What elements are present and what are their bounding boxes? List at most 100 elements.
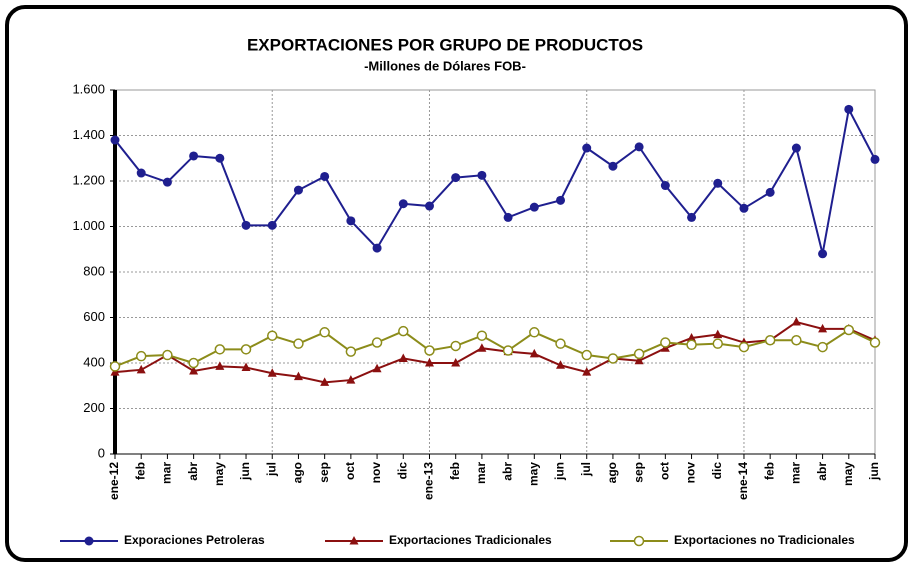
data-point: [345, 346, 357, 357]
x-tick-label: abr: [500, 462, 514, 481]
data-point: [241, 220, 251, 230]
data-point: [240, 344, 252, 355]
x-tick-label: sep: [631, 462, 645, 483]
data-point: [293, 338, 304, 349]
legend-marker: [633, 535, 645, 547]
legend-label: Exportaciones Tradicionales: [389, 533, 552, 547]
data-point: [214, 344, 226, 355]
x-tick-label: nov: [369, 462, 383, 484]
data-point: [320, 171, 330, 181]
data-point: [634, 142, 644, 152]
data-point: [189, 365, 199, 375]
x-tick-label: abr: [815, 462, 829, 481]
data-point: [660, 181, 670, 191]
x-tick-label: jun: [553, 462, 567, 481]
data-point: [136, 364, 146, 374]
data-point: [293, 185, 303, 195]
data-point: [451, 173, 461, 183]
data-point: [477, 343, 487, 352]
y-tick-label: 1.000: [72, 218, 105, 233]
data-point: [189, 151, 199, 161]
x-tick-label: ene-12: [107, 462, 121, 500]
data-point: [633, 348, 645, 360]
data-point: [241, 362, 251, 372]
data-point: [320, 377, 330, 386]
data-point: [818, 249, 828, 259]
data-point: [738, 341, 750, 353]
data-point: [529, 202, 539, 212]
y-tick-label: 200: [83, 400, 105, 415]
chart-subtitle: -Millones de Dólares FOB-: [364, 58, 526, 73]
data-point: [267, 220, 277, 230]
y-tick-label: 1.400: [72, 127, 105, 142]
x-tick-label: ago: [291, 462, 305, 483]
data-point: [502, 345, 514, 356]
x-tick-label: may: [841, 462, 855, 486]
x-tick-label: may: [526, 462, 540, 486]
data-point: [162, 177, 172, 187]
data-point: [109, 361, 121, 372]
data-point: [267, 368, 277, 377]
x-tick-label: jul: [264, 462, 278, 477]
data-point: [556, 195, 566, 205]
legend-item: Exportaciones Tradicionales: [325, 533, 552, 547]
x-tick-label: jul: [579, 462, 593, 477]
data-point: [634, 355, 644, 365]
data-point: [791, 335, 802, 346]
data-point: [450, 340, 461, 352]
data-point: [503, 212, 513, 222]
data-point: [608, 161, 618, 171]
data-point: [687, 212, 697, 222]
data-point: [764, 335, 776, 346]
data-point: [818, 323, 828, 333]
data-point: [372, 243, 382, 253]
data-point: [582, 367, 592, 376]
x-tick-label: dic: [710, 462, 724, 480]
data-point: [739, 203, 749, 213]
x-tick-label: may: [212, 462, 226, 486]
data-point: [398, 353, 408, 362]
x-tick-label: oct: [343, 462, 357, 480]
legend-label: Exportaciones no Tradicionales: [674, 533, 855, 547]
data-point: [162, 349, 173, 361]
x-tick-label: mar: [474, 462, 488, 484]
data-point: [476, 330, 488, 341]
x-tick-label: dic: [395, 462, 409, 480]
x-tick-label: oct: [658, 462, 672, 480]
x-tick-label: feb: [762, 462, 776, 480]
x-tick-label: jun: [867, 462, 881, 481]
x-tick-label: ene-14: [736, 462, 750, 500]
x-tick-label: ago: [605, 462, 619, 483]
data-point: [136, 168, 146, 178]
data-point: [529, 327, 540, 338]
data-point: [215, 361, 225, 370]
data-point: [110, 135, 120, 145]
data-point: [398, 325, 409, 337]
data-point: [346, 216, 356, 226]
x-tick-label: sep: [317, 462, 331, 483]
data-point: [791, 143, 801, 153]
x-tick-label: abr: [186, 462, 200, 481]
data-point: [529, 348, 539, 358]
legend-marker: [84, 536, 94, 546]
data-point: [319, 327, 330, 338]
data-point: [687, 332, 697, 342]
data-point: [424, 201, 434, 211]
y-tick-label: 800: [83, 263, 105, 278]
data-point: [713, 329, 723, 339]
legend-item: Exportaciones no Tradicionales: [610, 533, 855, 547]
data-point: [424, 345, 435, 356]
legend-label: Exporaciones Petroleras: [124, 533, 265, 547]
series-line: [114, 320, 876, 384]
data-point: [686, 339, 697, 351]
data-point: [424, 358, 434, 367]
y-tick-label: 1.200: [72, 172, 105, 187]
data-point: [293, 371, 303, 381]
data-point: [869, 337, 881, 348]
legend-item: Exporaciones Petroleras: [60, 533, 265, 547]
x-tick-label: ene-13: [422, 462, 436, 500]
data-point: [843, 324, 855, 336]
x-tick-label: mar: [160, 462, 174, 484]
data-point: [451, 358, 461, 367]
legend-marker: [349, 536, 359, 545]
